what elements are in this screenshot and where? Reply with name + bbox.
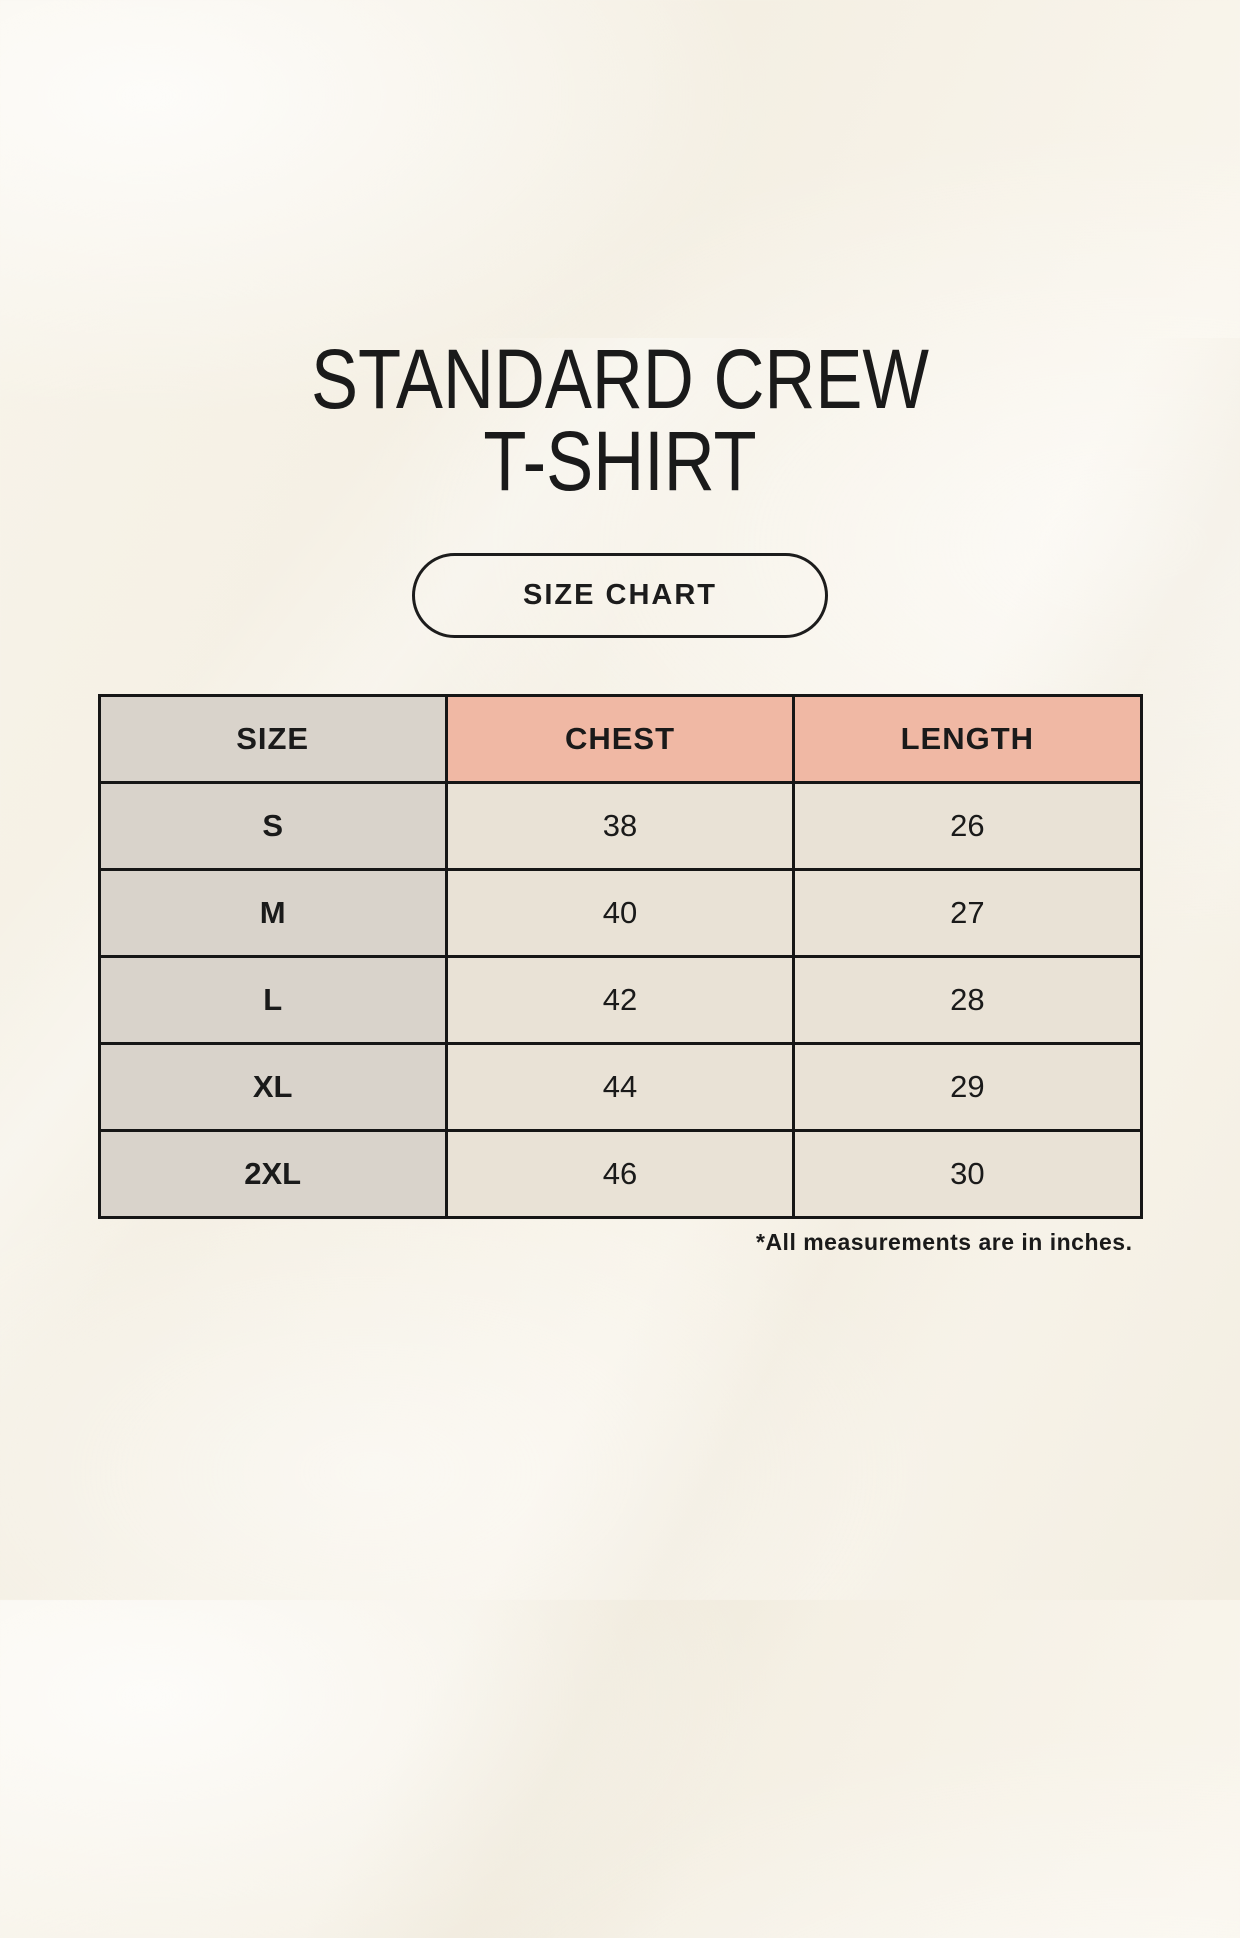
size-label: 2XL [97,1128,448,1219]
table-row-l: L 42 28 [97,954,1143,1045]
chest-value: 40 [444,867,796,958]
chest-value: 38 [444,780,796,871]
page-title: STANDARD CREW T-SHIRT [0,332,1240,509]
length-value: 30 [792,1128,1143,1219]
chest-value: 46 [444,1128,796,1219]
length-value: 29 [792,1041,1143,1132]
size-chart-button[interactable]: SIZE CHART [412,552,828,638]
length-value: 26 [792,780,1143,871]
table-row-m: M 40 27 [97,867,1143,958]
table-row-s: S 38 26 [97,780,1143,871]
column-header-length: LENGTH [792,693,1143,784]
column-header-size: SIZE [97,693,448,784]
size-label: M [97,867,448,958]
column-header-chest: CHEST [444,693,796,784]
size-chart-page: STANDARD CREW T-SHIRT SIZE CHART SIZE CH… [0,332,1240,1256]
size-label: S [97,780,448,871]
size-chart-table: SIZE CHEST LENGTH S 38 26 M 40 27 L 42 2… [97,693,1143,1219]
size-label: XL [97,1041,448,1132]
table-row-2xl: 2XL 46 30 [97,1128,1143,1219]
size-label: L [97,954,448,1045]
length-value: 28 [792,954,1143,1045]
chest-value: 42 [444,954,796,1045]
page-title-line2: T-SHIRT [483,414,757,509]
length-value: 27 [792,867,1143,958]
chest-value: 44 [444,1041,796,1132]
page-title-line1: STANDARD CREW [310,332,930,426]
table-header-row: SIZE CHEST LENGTH [97,693,1143,784]
table-row-xl: XL 44 29 [97,1041,1143,1132]
measurements-footnote: *All measurements are in inches. [756,1228,1133,1255]
